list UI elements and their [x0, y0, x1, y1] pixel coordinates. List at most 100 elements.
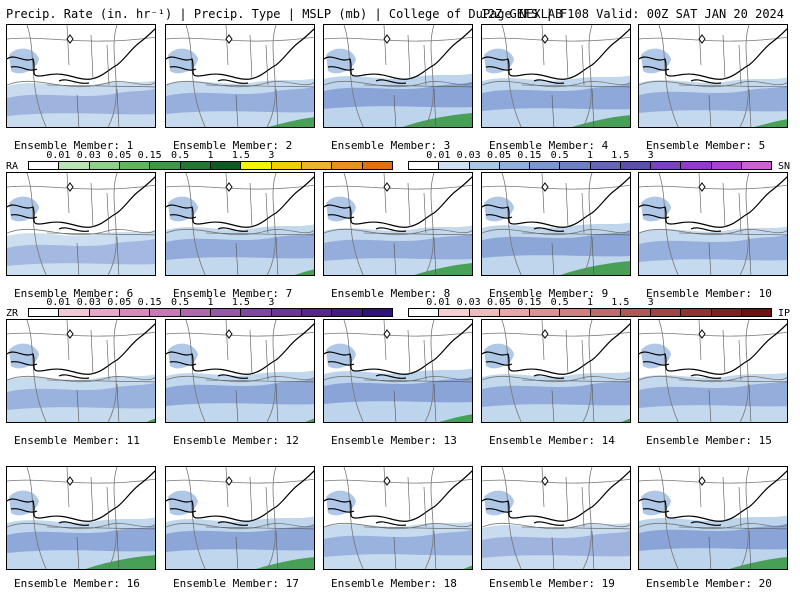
diamond-marker: [383, 34, 391, 44]
rain-area: [754, 119, 787, 127]
map-view: [482, 25, 630, 127]
state-borders: [521, 173, 630, 275]
legend-swatch: [499, 309, 530, 316]
legend-tag-sn: SN: [778, 161, 791, 172]
legend-tick-label: 0.15: [137, 150, 162, 161]
ensemble-panel: [638, 319, 788, 423]
map-view: [7, 25, 155, 127]
ensemble-member-label: Ensemble Member: 8: [331, 287, 451, 300]
legend-tick-label: 0.01: [46, 297, 71, 308]
coastline: [166, 176, 314, 232]
map-view: [639, 173, 787, 275]
legend-tick-label: 0.05: [486, 297, 512, 308]
legend-swatch: [620, 309, 651, 316]
state-borders: [205, 320, 314, 422]
ensemble-panel: [323, 319, 473, 423]
ensemble-member-label: Ensemble Member: 19: [489, 577, 615, 590]
state-borders: [363, 320, 472, 422]
coastline: [482, 470, 630, 526]
legend-swatch: [469, 162, 500, 169]
legend-swatch: [119, 309, 151, 316]
ensemble-panel: [481, 172, 631, 276]
legend-tick-label: 3: [268, 150, 275, 161]
ensemble-panel: [165, 466, 315, 570]
legend-tick-label: 0.05: [107, 150, 132, 161]
coastline: [7, 28, 155, 84]
state-borders: [46, 320, 155, 422]
legend-sn: 0.01 0.03 0.05 0.15 0.5 1 1.5 3: [408, 150, 772, 172]
state-borders: [678, 25, 787, 127]
coastline: [639, 470, 787, 526]
coastline: [324, 470, 472, 526]
rain-area: [621, 418, 630, 422]
ensemble-panel: [165, 24, 315, 128]
legend-tick-label: 1: [586, 150, 594, 161]
legend-swatch: [301, 309, 333, 316]
ensemble-panel: [165, 172, 315, 276]
legend-swatch: [89, 162, 120, 169]
legend-tick-label: 0.03: [76, 297, 101, 308]
map-view: [639, 320, 787, 422]
coastline: [482, 28, 630, 84]
ensemble-member-label: Ensemble Member: 13: [331, 434, 457, 447]
legend-ra: 0.01 0.03 0.05 0.15 0.5 1 1.5 3: [28, 150, 393, 172]
diamond-marker: [225, 476, 233, 486]
legend-swatch: [741, 309, 771, 316]
legend-swatch: [469, 309, 500, 316]
state-borders: [521, 320, 630, 422]
ensemble-member-label: Ensemble Member: 10: [646, 287, 772, 300]
legend-swatch: [59, 162, 90, 169]
ensemble-panel: [638, 172, 788, 276]
legend-swatch: [560, 309, 591, 316]
ensemble-panel: [638, 24, 788, 128]
coastline: [166, 323, 314, 379]
coastline: [324, 28, 472, 84]
legend-tick-label: 0.01: [46, 150, 71, 161]
state-borders: [46, 467, 155, 569]
map-view: [324, 25, 472, 127]
rain-area: [560, 261, 630, 275]
isobars: [324, 25, 472, 127]
legend-tick-label: 1: [207, 150, 214, 161]
legend-swatch: [711, 309, 742, 316]
legend-tick-label: 0.15: [517, 297, 542, 308]
legend-tick-label: 1.5: [611, 297, 630, 308]
legend-tick-label: 0.03: [76, 150, 101, 161]
legend-swatch: [150, 309, 181, 316]
ensemble-panel: [6, 172, 156, 276]
legend-swatch: [362, 309, 392, 316]
valid-time: 12Z GEFS | F108 Valid: 00Z SAT JAN 20 20…: [480, 7, 784, 21]
ensemble-panel: [481, 24, 631, 128]
state-borders: [678, 467, 787, 569]
legend-tick-label: 0.03: [456, 150, 481, 161]
legend-tick-label: 0.5: [171, 297, 190, 308]
legend-swatch: [439, 162, 470, 169]
legend-tick-label: 0.15: [137, 297, 162, 308]
legend-tick-label: 0.03: [456, 297, 481, 308]
diamond-marker: [225, 329, 233, 339]
rain-area: [729, 557, 787, 569]
map-view: [324, 173, 472, 275]
diamond-marker: [66, 182, 74, 192]
diamond-marker: [541, 476, 549, 486]
map-view: [639, 467, 787, 569]
rain-area: [268, 117, 314, 127]
diamond-marker: [225, 34, 233, 44]
ensemble-member-label: Ensemble Member: 4: [489, 139, 609, 152]
state-borders: [678, 173, 787, 275]
state-borders: [46, 25, 155, 127]
legend-swatch: [210, 162, 242, 169]
ensemble-panel: [481, 319, 631, 423]
legend-swatch: [409, 309, 440, 316]
diamond-marker: [541, 329, 549, 339]
legend-swatch: [59, 309, 90, 316]
state-borders: [363, 173, 472, 275]
diamond-marker: [698, 182, 706, 192]
ensemble-panel: [323, 24, 473, 128]
isobars: [482, 320, 630, 422]
isobars: [7, 467, 155, 569]
map-view: [482, 173, 630, 275]
legend-tick-label: 0.5: [550, 150, 569, 161]
legend-swatch: [29, 309, 60, 316]
rain-area: [256, 557, 314, 569]
